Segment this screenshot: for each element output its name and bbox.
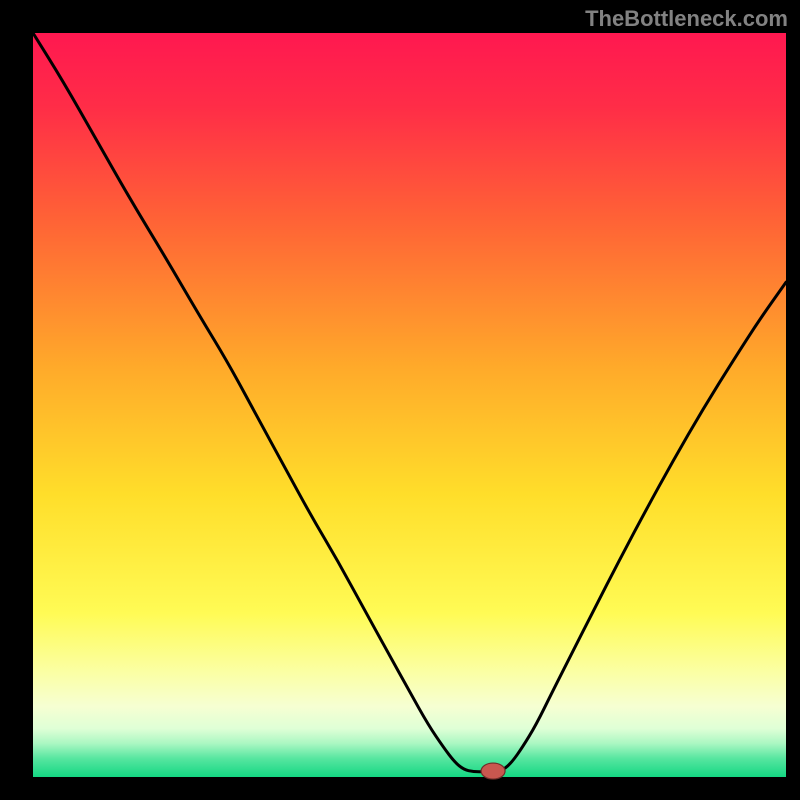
bottleneck-chart (0, 0, 800, 800)
chart-container: TheBottleneck.com (0, 0, 800, 800)
watermark-text: TheBottleneck.com (585, 6, 788, 32)
optimal-point-marker (481, 763, 505, 779)
chart-background (33, 33, 786, 777)
